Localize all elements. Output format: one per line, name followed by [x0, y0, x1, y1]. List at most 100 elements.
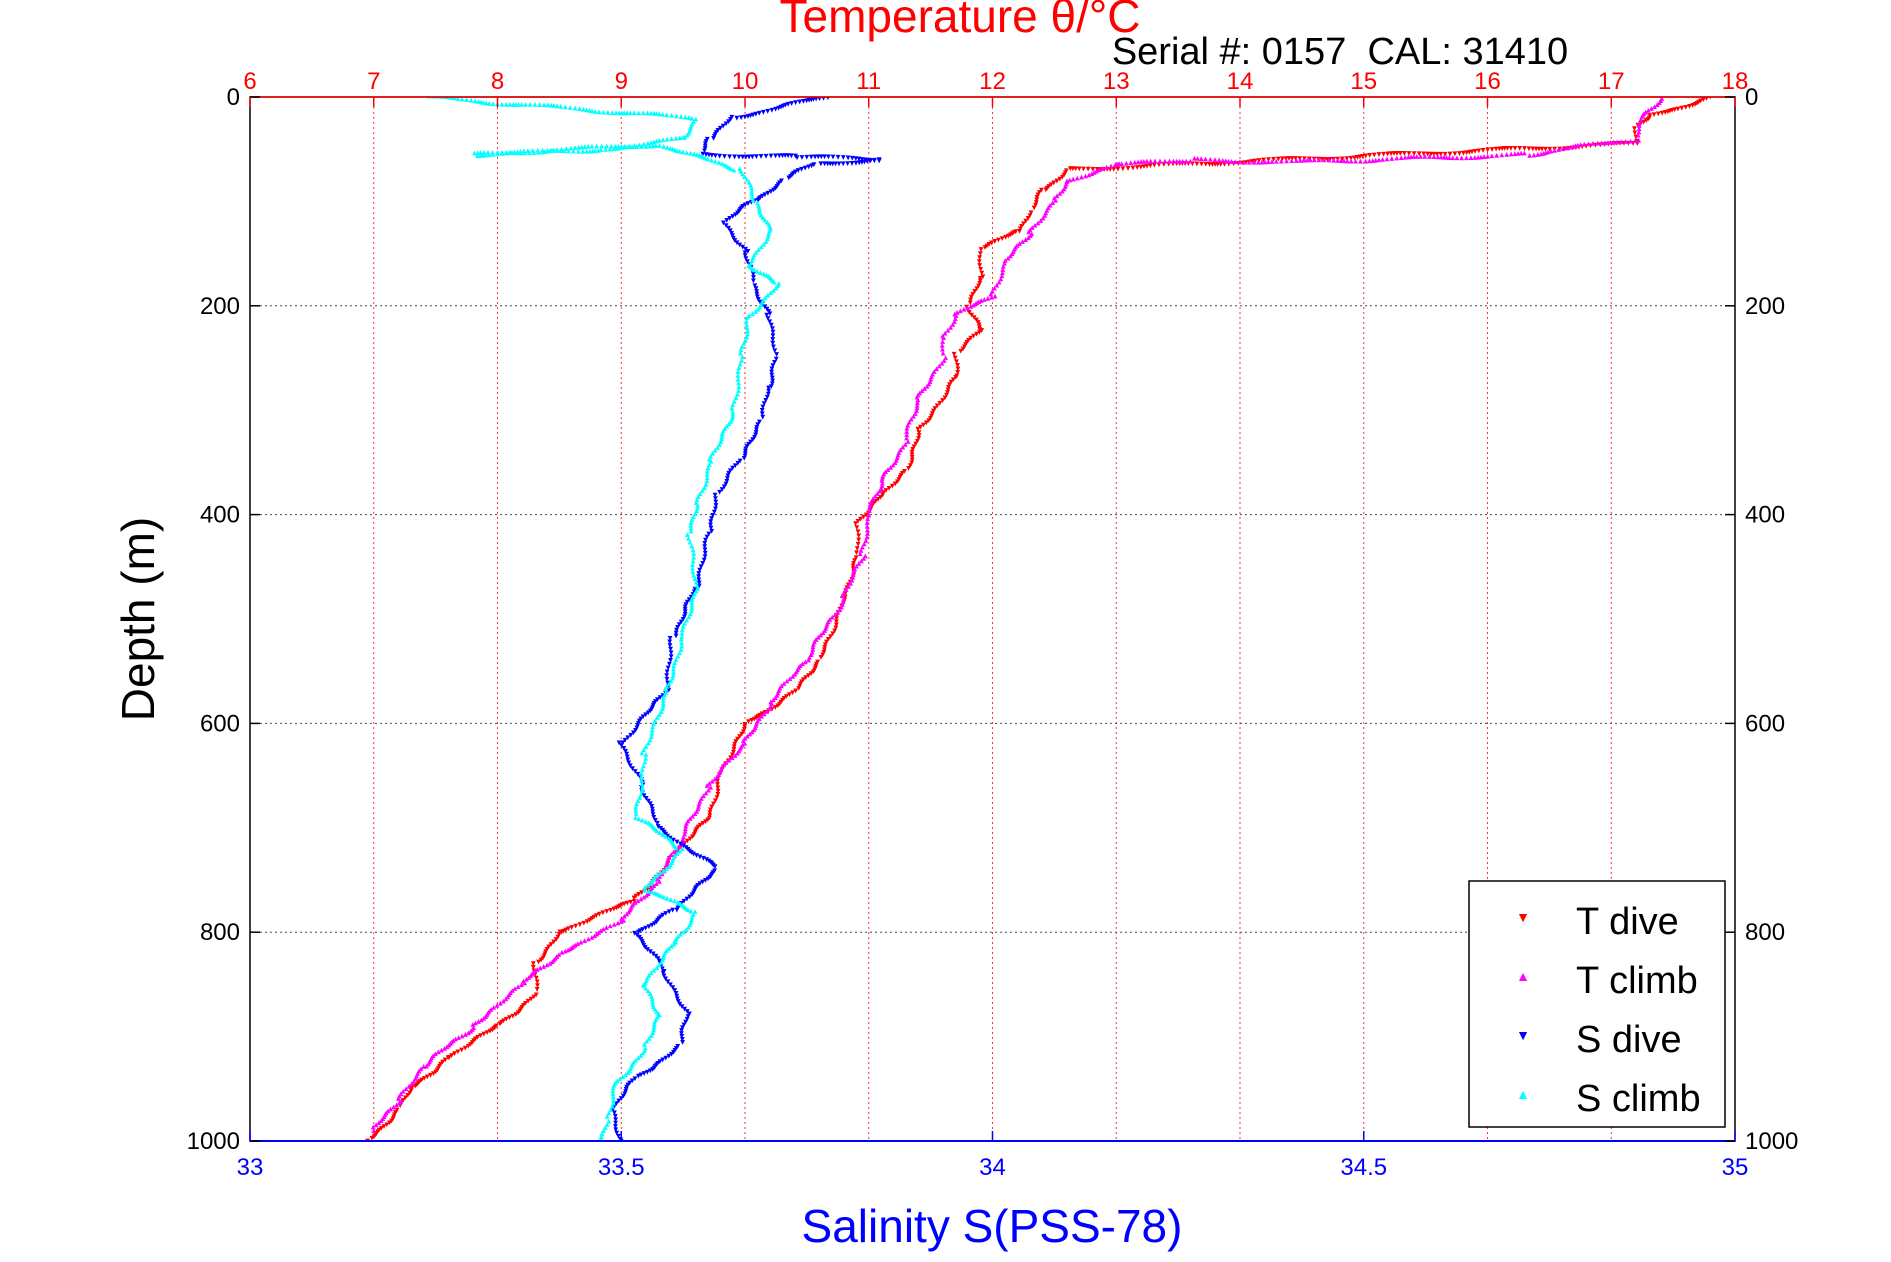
point-s-dive: [763, 153, 769, 159]
point-t-climb: [1538, 151, 1544, 157]
point-t-dive: [856, 537, 862, 543]
point-t-dive: [929, 411, 935, 416]
point-t-dive: [926, 418, 932, 424]
point-t-dive: [1017, 228, 1022, 234]
point-t-dive: [690, 834, 695, 840]
point-t-dive: [378, 1125, 384, 1131]
point-s-climb: [688, 908, 694, 914]
point-s-dive: [723, 223, 729, 229]
point-t-dive: [863, 512, 869, 518]
point-t-climb: [1297, 157, 1303, 163]
point-t-climb: [704, 783, 710, 788]
point-s-dive: [666, 1053, 672, 1059]
point-t-climb: [1157, 158, 1163, 164]
temperature-tick-label-6: 6: [243, 68, 256, 95]
point-s-dive: [772, 360, 777, 365]
point-s-dive: [645, 710, 651, 716]
point-t-dive: [759, 711, 765, 717]
point-t-climb: [388, 1106, 394, 1112]
point-t-climb: [1636, 137, 1642, 143]
point-s-dive: [621, 745, 627, 751]
point-t-dive: [407, 1090, 413, 1096]
point-s-climb: [459, 97, 465, 102]
point-s-dive: [666, 687, 672, 693]
point-s-dive: [679, 1004, 685, 1010]
point-t-dive: [854, 525, 860, 531]
point-s-climb: [642, 759, 648, 765]
point-s-dive: [713, 496, 718, 502]
point-t-climb: [519, 982, 524, 988]
point-t-climb: [1050, 200, 1056, 206]
point-s-climb: [647, 880, 653, 886]
point-t-climb: [1335, 157, 1340, 163]
point-t-dive: [1476, 148, 1482, 154]
point-s-climb: [673, 113, 679, 119]
point-t-climb: [534, 967, 540, 972]
point-t-climb: [462, 1032, 468, 1037]
point-s-climb: [606, 1118, 612, 1124]
point-t-climb: [1427, 154, 1432, 159]
point-t-dive: [1134, 165, 1140, 170]
point-t-dive: [1428, 151, 1434, 157]
point-t-dive: [907, 463, 913, 469]
point-t-climb: [403, 1086, 409, 1092]
point-s-dive: [696, 571, 702, 576]
point-s-dive: [764, 312, 770, 318]
point-t-dive: [968, 294, 974, 300]
point-t-climb: [1405, 154, 1411, 160]
point-s-climb: [704, 475, 710, 481]
point-t-climb: [456, 1035, 461, 1040]
point-s-climb: [687, 539, 693, 545]
point-s-dive: [717, 125, 723, 131]
point-t-dive: [1005, 233, 1011, 239]
point-s-climb: [507, 102, 513, 107]
point-s-climb: [608, 143, 614, 149]
point-t-climb: [1108, 163, 1114, 169]
point-s-climb: [666, 945, 672, 951]
point-s-climb: [708, 458, 714, 464]
point-s-climb: [636, 816, 642, 822]
point-s-climb: [554, 103, 560, 109]
point-t-climb: [400, 1088, 406, 1094]
point-t-dive: [737, 734, 743, 740]
point-t-dive: [548, 942, 554, 947]
point-t-dive: [1489, 147, 1495, 152]
point-s-climb: [670, 672, 676, 678]
point-s-dive: [682, 607, 688, 612]
point-t-climb: [820, 630, 826, 636]
point-t-dive: [1307, 156, 1312, 162]
point-t-dive: [484, 1030, 490, 1035]
point-t-climb: [839, 593, 845, 599]
point-s-climb: [596, 109, 602, 115]
point-s-dive: [859, 157, 865, 162]
point-t-climb: [994, 282, 1000, 288]
point-t-climb: [1308, 157, 1313, 163]
point-t-dive: [916, 433, 922, 438]
point-t-dive: [910, 447, 916, 452]
point-t-climb: [837, 607, 843, 612]
point-s-climb: [609, 1103, 615, 1109]
point-t-climb: [800, 661, 805, 667]
point-t-climb: [523, 976, 529, 982]
point-s-climb: [748, 260, 754, 266]
point-s-climb: [697, 491, 703, 497]
point-s-climb: [633, 807, 639, 813]
point-s-climb: [693, 579, 699, 585]
point-t-climb: [840, 599, 846, 604]
point-t-climb: [522, 980, 528, 986]
point-s-dive: [840, 161, 846, 167]
point-s-climb: [503, 149, 509, 155]
point-t-climb: [1053, 197, 1059, 203]
point-s-climb: [649, 996, 655, 1002]
point-t-dive: [1271, 156, 1276, 162]
point-t-dive: [992, 239, 998, 244]
point-t-climb: [1008, 253, 1013, 259]
point-t-climb: [1152, 158, 1158, 164]
point-t-dive: [731, 749, 736, 755]
point-s-climb: [602, 1125, 608, 1130]
point-t-climb: [875, 491, 880, 496]
point-t-climb: [787, 676, 793, 682]
point-t-climb: [1504, 152, 1510, 157]
point-t-climb: [914, 405, 920, 411]
point-t-climb: [1636, 126, 1642, 132]
